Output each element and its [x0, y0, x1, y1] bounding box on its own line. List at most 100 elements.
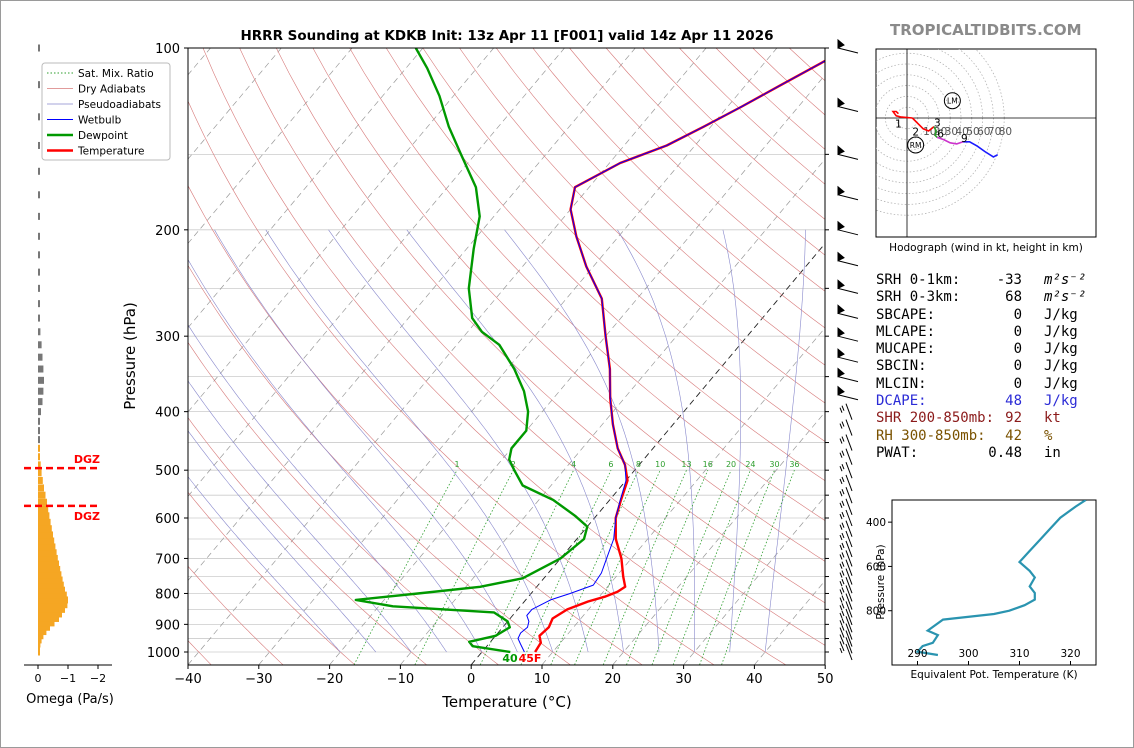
legend-label: Dewpoint: [78, 130, 128, 142]
mixing-ratio-label: 6: [608, 460, 613, 469]
storm-motion-marker: [943, 92, 961, 110]
stat-unit: J/kg: [1044, 358, 1078, 375]
stat-value: -33: [996, 272, 1022, 288]
omega-bar: [38, 268, 40, 276]
stat-srh3: SRH 0-3km: 68 m²s⁻²: [876, 289, 1126, 306]
x-tick-label: −40: [174, 672, 201, 687]
wind-barb: [839, 498, 853, 516]
theta-e-x-label: Equivalent Pot. Temperature (K): [910, 669, 1077, 681]
stat-sbcape: SBCAPE: 0 J/kg: [876, 307, 1126, 324]
theta-e-y-tick-label: 600: [866, 561, 886, 573]
omega-bar: [38, 476, 43, 484]
dry-adiabat: [495, 48, 825, 366]
theta-e-frame: [891, 499, 1097, 666]
dry-adiabat: [459, 48, 825, 404]
pseudoadiabat: [188, 324, 447, 653]
stat-mucape: MUCAPE: 0 J/kg: [876, 341, 1126, 358]
omega-bar: [38, 623, 50, 631]
stat-value: 0: [1013, 323, 1022, 340]
stat-rh: RH 300-850mb: 42%: [876, 428, 1126, 445]
wind-barb: [839, 520, 853, 537]
wind-barb: [839, 585, 853, 602]
wind-barb: [839, 623, 853, 640]
omega-bar: [38, 537, 55, 545]
x-tick-label: 20: [605, 672, 622, 687]
dry-adiabat: [188, 100, 714, 665]
omega-bar: [38, 427, 40, 435]
isotherm-line: [188, 48, 565, 497]
isotherm-line: [188, 48, 707, 665]
isotherm-line: [188, 48, 353, 244]
y-tick-label: 500: [155, 464, 180, 479]
mixing-ratio-label: 10: [655, 460, 665, 469]
wind-barb: [839, 550, 853, 567]
omega-bar: [38, 581, 64, 589]
omega-bar: [38, 341, 42, 349]
legend-label: Wetbulb: [78, 115, 122, 127]
wind-barb: [839, 576, 853, 594]
omega-bar: [38, 436, 40, 444]
omega-bar: [38, 81, 40, 89]
mixing-ratio-label: 8: [636, 460, 641, 469]
hodograph-height-label: 1: [895, 119, 902, 131]
hodograph-trace: [963, 141, 999, 158]
omega-bar: [38, 469, 42, 477]
omega-bar: [38, 113, 40, 121]
stat-value: 68: [1005, 289, 1022, 306]
omega-bar: [38, 644, 40, 652]
omega-bar: [38, 565, 61, 573]
omega-bar: [38, 614, 59, 622]
wind-barb: [837, 220, 859, 236]
omega-bar: [38, 232, 40, 240]
theta-e-x-tick-label: 310: [1009, 648, 1029, 660]
isotherm-line: [188, 48, 282, 160]
mixing-ratio-label: 24: [745, 460, 755, 469]
isotherm-line: [541, 327, 825, 665]
x-tick-label: 50: [817, 672, 834, 687]
stat-label: SHR 200-850mb:: [876, 410, 995, 427]
hodograph-height-label: 2: [912, 126, 919, 138]
mixing-ratio-label: 20: [726, 460, 736, 469]
wind-barb: [839, 593, 853, 610]
mixing-ratio-line: [626, 470, 709, 665]
wind-barb: [839, 434, 853, 451]
stat-unit: J/kg: [1044, 375, 1078, 392]
y-tick-label: 1000: [147, 646, 180, 661]
hodograph-height-label: 3: [934, 118, 941, 130]
omega-bar: [38, 328, 41, 336]
wind-barb: [837, 251, 859, 267]
stat-unit: m²s⁻²: [1044, 289, 1087, 306]
dry-adiabat: [422, 48, 825, 442]
skewt-y-label: Pressure (hPa): [121, 302, 139, 410]
stat-shr: SHR 200-850mb: 92 kt: [876, 410, 1126, 427]
mixing-ratio-line: [414, 470, 514, 665]
pseudoadiabat: [188, 430, 377, 653]
mixing-ratio-line: [520, 470, 612, 665]
y-tick-label: 100: [155, 42, 180, 57]
hodograph-trace: [933, 126, 938, 138]
isotherm-line: [612, 411, 825, 665]
omega-bar: [38, 212, 40, 220]
omega-bar: [38, 417, 40, 425]
omega-bar: [38, 525, 52, 533]
stat-label: MLCIN:: [876, 375, 927, 392]
wind-barb: [837, 185, 859, 201]
storm-motion-label: LM: [947, 97, 958, 106]
omega-bar: [38, 549, 57, 557]
hodograph-trace: [911, 117, 935, 132]
omega-bar: [38, 543, 56, 551]
stat-value: 0: [1013, 341, 1022, 358]
hodograph-title: Hodograph (wind in kt, height in km): [889, 242, 1083, 254]
isotherm-line: [329, 74, 825, 665]
wind-barb: [837, 367, 859, 383]
pseudoadiabat: [617, 229, 695, 652]
omega-bar: [38, 591, 67, 599]
omega-bar: [38, 284, 40, 292]
series-wetbulb: [517, 60, 825, 653]
hodograph-ring-label: 10: [923, 126, 936, 138]
theta-e-x-tick-label: 300: [958, 648, 978, 660]
storm-motion-label: RM: [910, 141, 922, 150]
stat-value: 48: [1005, 393, 1022, 410]
